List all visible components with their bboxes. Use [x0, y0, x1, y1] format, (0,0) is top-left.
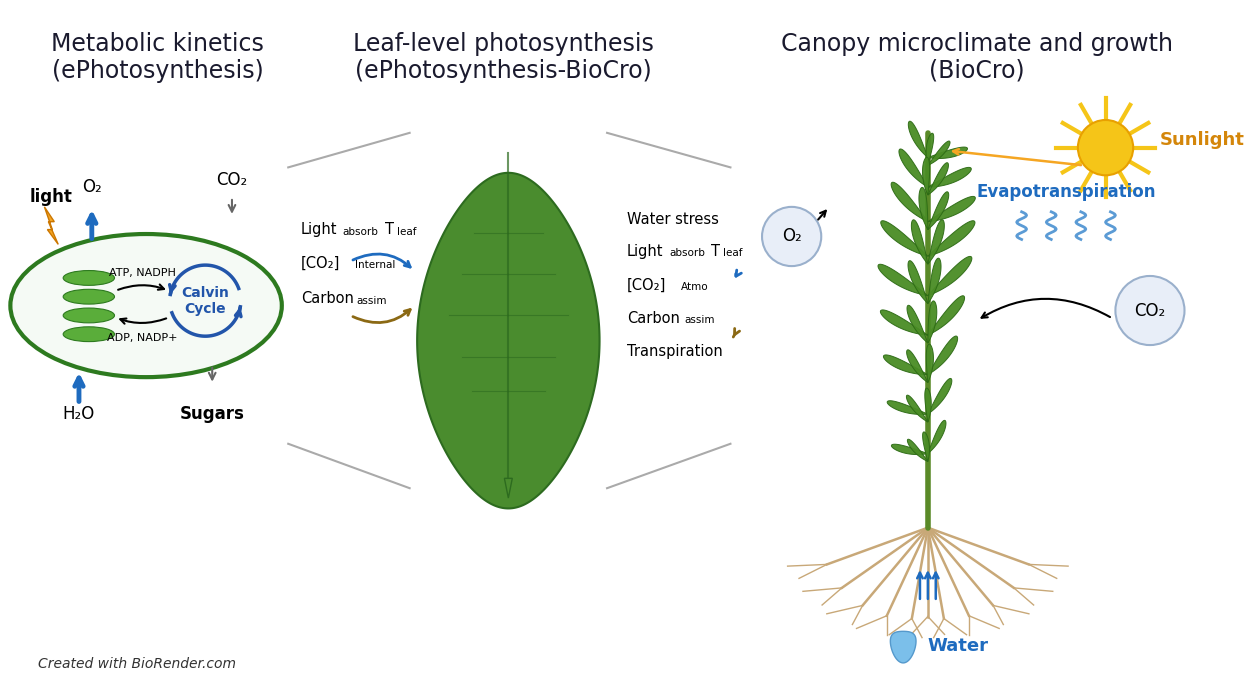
- Polygon shape: [927, 192, 949, 230]
- Text: CO₂: CO₂: [1134, 302, 1166, 319]
- Text: CO₂: CO₂: [217, 172, 247, 189]
- Text: Sugars: Sugars: [180, 405, 244, 424]
- Polygon shape: [927, 336, 958, 375]
- Text: O₂: O₂: [781, 228, 801, 246]
- Polygon shape: [883, 355, 927, 374]
- Polygon shape: [417, 173, 600, 508]
- Text: Canopy microclimate and growth: Canopy microclimate and growth: [781, 32, 1173, 56]
- Text: Carbon: Carbon: [301, 291, 354, 306]
- Circle shape: [762, 207, 822, 266]
- Text: ADP, NADP+: ADP, NADP+: [107, 333, 178, 343]
- Polygon shape: [927, 220, 975, 256]
- Text: light: light: [30, 188, 73, 206]
- Text: Atmo: Atmo: [682, 282, 708, 292]
- Polygon shape: [887, 400, 927, 414]
- Ellipse shape: [63, 308, 115, 323]
- Polygon shape: [922, 432, 930, 461]
- Text: absorb: absorb: [343, 227, 378, 237]
- Polygon shape: [878, 265, 927, 295]
- Circle shape: [1077, 120, 1133, 175]
- Text: Water: Water: [927, 637, 988, 655]
- Polygon shape: [927, 256, 971, 295]
- Polygon shape: [926, 344, 934, 383]
- Text: H₂O: H₂O: [63, 405, 94, 424]
- Text: Metabolic kinetics: Metabolic kinetics: [52, 32, 265, 56]
- Text: absorb: absorb: [669, 248, 706, 258]
- Polygon shape: [906, 395, 927, 422]
- Polygon shape: [891, 182, 927, 222]
- Polygon shape: [907, 439, 927, 461]
- Polygon shape: [919, 188, 927, 230]
- Text: leaf: leaf: [722, 248, 742, 258]
- Text: Transpiration: Transpiration: [626, 344, 722, 360]
- Polygon shape: [911, 220, 927, 264]
- Polygon shape: [898, 149, 927, 187]
- Text: Leaf-level photosynthesis: Leaf-level photosynthesis: [353, 32, 654, 56]
- Text: T: T: [386, 222, 394, 237]
- Text: Evapotranspiration: Evapotranspiration: [976, 183, 1155, 201]
- Ellipse shape: [63, 289, 115, 304]
- Polygon shape: [891, 444, 927, 454]
- Polygon shape: [927, 141, 950, 165]
- Text: Sunlight: Sunlight: [1159, 131, 1245, 149]
- Text: ATP, NADPH: ATP, NADPH: [108, 268, 175, 278]
- Polygon shape: [44, 207, 58, 244]
- Text: Light: Light: [301, 222, 338, 237]
- Polygon shape: [926, 133, 934, 165]
- Text: leaf: leaf: [397, 227, 416, 237]
- Polygon shape: [925, 388, 931, 422]
- Text: (BioCro): (BioCro): [930, 59, 1026, 83]
- Polygon shape: [907, 350, 927, 383]
- Text: assim: assim: [684, 316, 714, 326]
- Text: (ePhotosynthesis): (ePhotosynthesis): [52, 59, 263, 83]
- Polygon shape: [922, 158, 930, 195]
- Ellipse shape: [63, 327, 115, 342]
- Polygon shape: [927, 301, 936, 343]
- Text: Internal: Internal: [355, 260, 396, 270]
- Ellipse shape: [63, 270, 115, 286]
- Polygon shape: [881, 310, 927, 335]
- Text: [CO₂]: [CO₂]: [301, 256, 340, 271]
- Circle shape: [1115, 276, 1184, 345]
- Polygon shape: [927, 258, 941, 304]
- Polygon shape: [927, 167, 971, 187]
- Text: Created with BioRender.com: Created with BioRender.com: [38, 657, 236, 671]
- Polygon shape: [927, 421, 946, 454]
- Polygon shape: [907, 305, 927, 343]
- Text: Calvin
Cycle: Calvin Cycle: [181, 286, 229, 316]
- Polygon shape: [881, 220, 927, 256]
- Text: O₂: O₂: [82, 178, 102, 196]
- Ellipse shape: [10, 234, 282, 377]
- Text: T: T: [711, 244, 719, 259]
- Polygon shape: [927, 296, 965, 335]
- Polygon shape: [927, 220, 944, 264]
- Text: Carbon: Carbon: [626, 311, 679, 326]
- Text: Water stress: Water stress: [626, 212, 718, 228]
- Polygon shape: [927, 197, 975, 222]
- Polygon shape: [504, 478, 513, 498]
- Polygon shape: [927, 162, 949, 195]
- Polygon shape: [891, 631, 916, 663]
- Polygon shape: [908, 121, 927, 158]
- Polygon shape: [927, 379, 951, 414]
- Polygon shape: [927, 147, 968, 158]
- Polygon shape: [908, 260, 927, 304]
- Text: assim: assim: [357, 295, 387, 306]
- Text: Light: Light: [626, 244, 663, 259]
- Text: [CO₂]: [CO₂]: [626, 277, 667, 293]
- Text: (ePhotosynthesis-BioCro): (ePhotosynthesis-BioCro): [355, 59, 651, 83]
